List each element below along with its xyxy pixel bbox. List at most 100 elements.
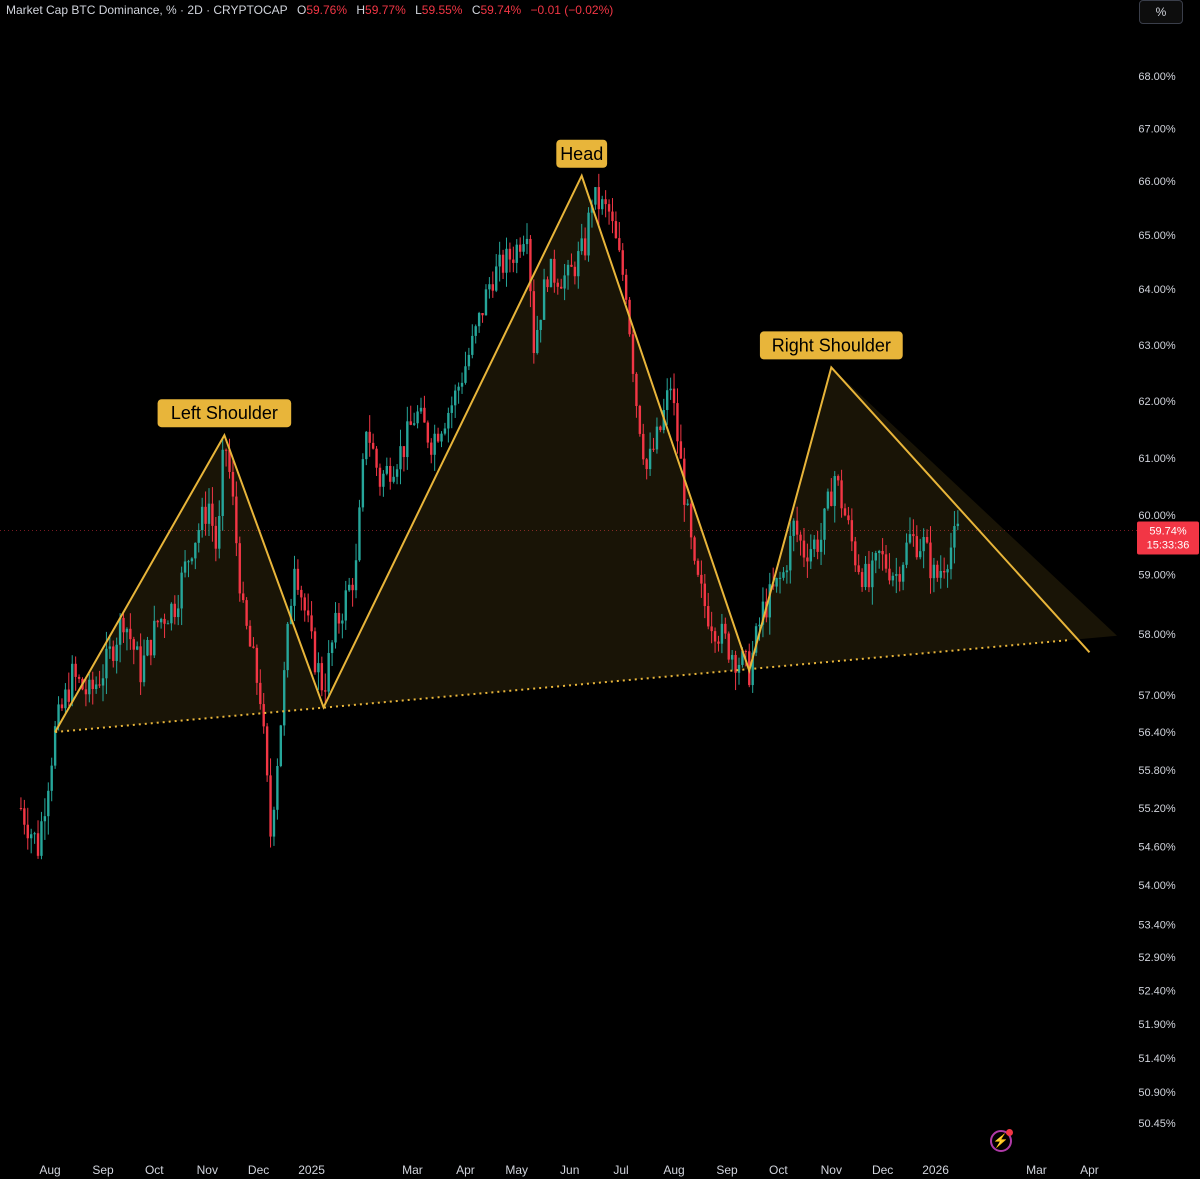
candle-body — [919, 551, 922, 558]
candle-body — [320, 663, 324, 691]
candle-body — [47, 790, 50, 817]
candle-body — [915, 536, 919, 558]
candle-body — [453, 390, 457, 406]
candle-body — [94, 684, 98, 690]
candle-body — [276, 766, 279, 810]
x-tick-label: Mar — [402, 1163, 423, 1177]
candle-body — [652, 448, 655, 450]
candle-body — [283, 670, 286, 726]
candle-body — [854, 541, 857, 566]
candle-body — [156, 620, 159, 623]
pattern-label-text: Right Shoulder — [772, 335, 891, 355]
candle-body — [744, 651, 748, 653]
candle-body — [693, 537, 696, 561]
x-tick-label: 2025 — [298, 1163, 325, 1177]
candle-body — [313, 631, 317, 673]
candle-body — [498, 254, 501, 267]
candle-body — [847, 515, 850, 521]
candle-body — [303, 597, 306, 611]
candle-body — [631, 334, 635, 374]
candle-body — [669, 388, 672, 391]
candle-body — [826, 491, 830, 509]
candle-body — [477, 313, 481, 327]
candle-body — [135, 646, 139, 650]
candle-body — [190, 558, 194, 562]
candle-body — [795, 520, 799, 535]
candle-body — [614, 221, 618, 239]
candle-body — [255, 647, 259, 683]
x-tick-label: Jun — [560, 1163, 579, 1177]
candle-body — [402, 446, 406, 458]
current-price-marker — [1137, 521, 1199, 555]
candle-body — [286, 623, 289, 671]
candle-body — [710, 626, 713, 632]
candle-body — [265, 726, 269, 776]
candle-body — [942, 570, 946, 573]
candle-body — [932, 564, 936, 579]
candle-body — [556, 282, 559, 287]
candle-body — [836, 476, 840, 481]
candle-body — [180, 572, 183, 609]
x-tick-label: Oct — [145, 1163, 164, 1177]
candle-body — [874, 552, 877, 561]
candle-body — [782, 572, 785, 578]
candle-body — [163, 618, 166, 624]
candle-body — [676, 403, 679, 442]
candle-body — [881, 550, 884, 555]
candle-body — [105, 648, 108, 679]
candle-body — [310, 615, 313, 632]
candle-body — [778, 577, 782, 579]
candle-body — [211, 503, 214, 526]
candle-body — [638, 406, 642, 434]
lightning-icon[interactable]: ⚡ — [990, 1129, 1013, 1152]
candle-body — [344, 590, 347, 621]
candle-body — [871, 560, 874, 588]
x-tick-label: Nov — [821, 1163, 842, 1177]
y-tick-label: 59.00% — [1138, 570, 1176, 582]
candle-body — [419, 407, 423, 412]
candle-body — [412, 423, 416, 425]
candle-body — [775, 578, 778, 587]
candle-body — [53, 726, 57, 766]
candle-body — [549, 258, 553, 288]
candle-body — [823, 508, 826, 540]
unit-toggle-button[interactable]: % — [1139, 0, 1183, 24]
candle-body — [231, 471, 235, 497]
candle-body — [389, 465, 392, 482]
candle-body — [648, 448, 652, 470]
candle-body — [737, 664, 741, 673]
candle-body — [218, 516, 221, 549]
candle-body — [553, 258, 556, 283]
x-tick-label: Aug — [663, 1163, 684, 1177]
candle-body — [689, 503, 693, 538]
candle-body — [484, 289, 488, 316]
candle-body — [64, 689, 67, 709]
candle-body — [891, 575, 895, 581]
candle-body — [587, 212, 590, 256]
candle-body — [385, 465, 389, 474]
candle-body — [816, 539, 819, 552]
pattern-label-box — [157, 399, 292, 428]
candle-body — [713, 631, 717, 642]
candle-body — [132, 639, 135, 650]
candle-body — [248, 625, 252, 647]
candle-body — [204, 506, 207, 524]
candle-body — [279, 725, 283, 767]
candle-body — [241, 593, 245, 601]
candle-body — [594, 187, 597, 205]
x-tick-label: Apr — [456, 1163, 475, 1177]
y-tick-label: 51.90% — [1138, 1019, 1176, 1031]
candle-body — [159, 618, 163, 623]
candle-body — [730, 654, 734, 660]
candle-body — [481, 313, 484, 316]
candle-body — [361, 459, 365, 508]
candle-body — [433, 433, 436, 455]
candle-body — [354, 560, 358, 591]
x-tick-label: Nov — [197, 1163, 218, 1177]
candle-body — [341, 620, 344, 624]
candle-body — [108, 646, 112, 649]
candle-body — [727, 633, 730, 660]
lightning-glyph: ⚡ — [992, 1133, 1010, 1148]
y-tick-label: 66.00% — [1138, 176, 1176, 188]
